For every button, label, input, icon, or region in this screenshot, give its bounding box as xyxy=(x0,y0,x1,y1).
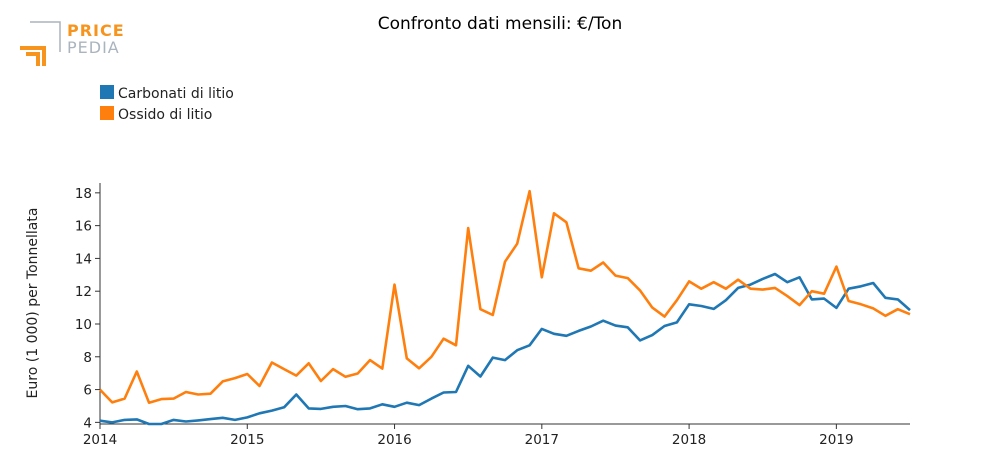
logo-text-pedia: PEDIA xyxy=(67,38,120,57)
x-tick-label: 2014 xyxy=(83,432,117,448)
x-tick-label: 2019 xyxy=(819,432,853,448)
y-tick-label: 18 xyxy=(75,186,92,202)
logo-mark-icon xyxy=(20,46,46,66)
legend: Carbonati di litio Ossido di litio xyxy=(100,85,234,123)
x-tick-label: 2018 xyxy=(672,432,706,448)
series-layer xyxy=(99,189,911,426)
logo-text-price: PRICE xyxy=(67,21,125,40)
y-axis-title: Euro (1 000) per Tonnellata xyxy=(25,208,41,399)
x-axis-ticks: 2014 2015 2016 2017 2018 2019 xyxy=(83,424,854,448)
y-tick-label: 6 xyxy=(83,383,92,399)
series-line-carbonati xyxy=(99,272,911,426)
legend-label-carbonati: Carbonati di litio xyxy=(118,86,234,102)
y-tick-label: 8 xyxy=(83,350,92,366)
x-tick-label: 2015 xyxy=(230,432,264,448)
y-tick-label: 16 xyxy=(75,219,92,235)
x-tick-label: 2016 xyxy=(377,432,411,448)
series-line-ossido xyxy=(99,189,911,405)
chart-title: Confronto dati mensili: €/Ton xyxy=(378,14,622,34)
legend-swatch-ossido xyxy=(100,106,114,120)
legend-label-ossido: Ossido di litio xyxy=(118,107,212,123)
y-tick-label: 4 xyxy=(83,415,92,431)
y-axis-ticks: 4 6 8 10 12 14 16 18 xyxy=(75,186,100,431)
logo-frame-icon xyxy=(30,21,61,52)
pricepedia-logo: PRICE PEDIA xyxy=(20,21,125,66)
y-tick-label: 10 xyxy=(75,317,92,333)
legend-swatch-carbonati xyxy=(100,85,114,99)
y-tick-label: 12 xyxy=(75,284,92,300)
y-tick-label: 14 xyxy=(75,251,92,267)
x-tick-label: 2017 xyxy=(525,432,559,448)
